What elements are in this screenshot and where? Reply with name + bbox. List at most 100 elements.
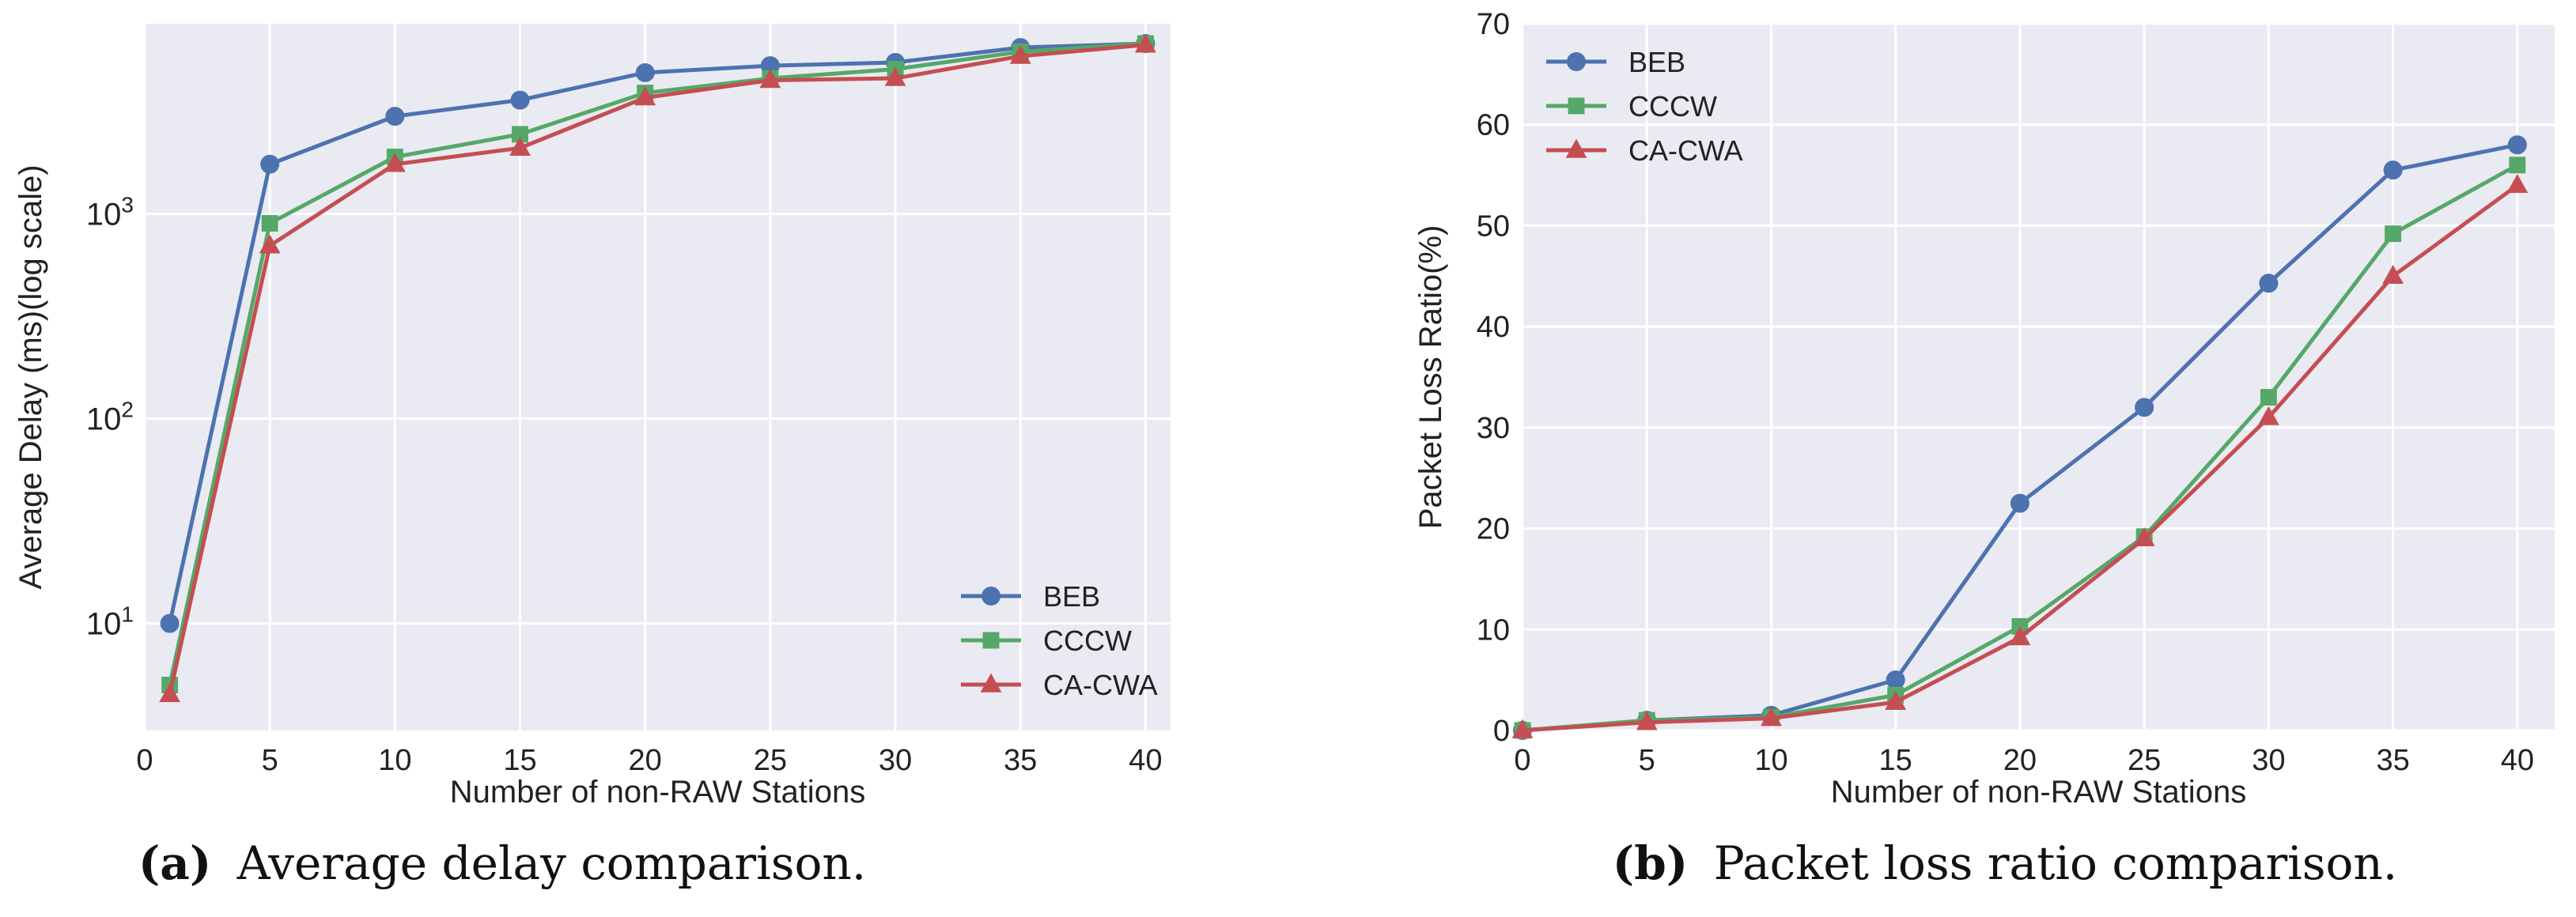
chart-packet-loss: 0 5 10 15 20 25 30 35 40 0 10 20 30 40 50 60 70 Number of… [1413,8,2555,809]
data-point [160,613,180,633]
x-tick-label: 25 [2128,744,2161,777]
x-tick-label: 35 [1004,744,1037,777]
y-tick-label: 40 [1477,311,1510,344]
data-point [1009,44,1031,64]
data-point [384,153,406,172]
data-point [259,234,281,254]
x-tick-label: 10 [1754,744,1787,777]
x-tick-label: 35 [2376,744,2409,777]
y-tick-base: 10 [86,607,122,642]
data-point [2509,157,2526,174]
legend-item-cccw: CCCW [961,625,1132,657]
y-tick-exponent: 1 [121,602,134,627]
legend-item-ca-cwa: CA-CWA [961,669,1158,701]
x-tick-label: 20 [2003,744,2037,777]
y-tick-label: 10 [1477,613,1510,647]
x-tick-label: 5 [1639,744,1655,777]
y-tick-label: 20 [1477,513,1510,546]
legend-label: CA-CWA [1628,134,1743,167]
y-tick-base: 10 [86,402,122,437]
data-point [510,90,530,110]
data-point [1511,719,1534,738]
data-point [1885,690,1907,710]
legend-marker [1565,138,1587,158]
x-tick-label: 30 [879,744,912,777]
data-point [2383,160,2403,180]
legend-label: BEB [1628,46,1685,78]
data-point [2257,406,2279,425]
legend-marker [980,673,1002,692]
legend-item-beb: BEB [961,580,1100,613]
y-tick-label: 0 [1493,715,1510,748]
data-point [1886,670,1905,690]
y-tick-base: 10 [86,198,122,232]
data-point [635,62,655,82]
y-tick-exponent: 3 [121,193,134,217]
x-tick-label: 30 [2252,744,2285,777]
data-point [2133,527,2155,547]
caption-b-label: (b) [1613,836,1688,890]
y-axis-label: Average Delay (ms)(log scale) [13,164,48,589]
data-point [2507,135,2527,155]
caption-b: (b) Packet loss ratio comparison. [1613,836,2397,890]
legend-marker [1568,97,1585,115]
y-axis-label: Packet Loss Ratio(%) [1413,225,1448,530]
x-tick-label: 25 [754,744,787,777]
data-point [2009,626,2031,646]
series-ca-cwa [159,33,1156,703]
x-tick-label: 40 [1129,744,1162,777]
data-point [2385,225,2402,243]
data-point [1761,707,1782,726]
plot-area [145,24,1171,730]
data-point [759,69,781,89]
data-point [159,683,181,703]
y-tick-label: 103 [86,193,134,232]
data-point [1636,711,1658,730]
legend-item-beb: BEB [1546,46,1685,78]
y-tick-label: 102 [86,398,134,437]
x-tick-label: 20 [629,744,662,777]
legend-marker [982,632,1000,649]
data-point [2260,389,2277,406]
x-tick-label: 10 [378,744,411,777]
data-point [260,154,280,174]
legend-label: CA-CWA [1043,669,1158,701]
legend-marker [1567,52,1586,71]
data-point [2010,493,2029,513]
x-axis-label: Number of non-RAW Stations [450,775,865,809]
legend: BEB CCCW CA-CWA [961,580,1158,701]
caption-a-label: (a) [138,836,211,890]
data-point [512,126,528,143]
data-point [509,136,531,156]
data-point [2259,274,2279,293]
data-point [1134,33,1156,53]
data-point [634,86,656,106]
legend-label: CCCW [1628,90,1717,123]
x-tick-label: 40 [2501,744,2534,777]
caption-a-text: Average delay comparison. [236,836,866,890]
y-tick-label: 70 [1477,8,1510,41]
series-ca-cwa [1511,174,2529,738]
legend-marker [982,587,1001,606]
legend-label: BEB [1043,580,1100,613]
y-tick-exponent: 2 [121,398,134,422]
data-point [2382,264,2404,284]
data-point [261,215,278,232]
legend-item-ca-cwa: CA-CWA [1546,134,1743,167]
legend-label: CCCW [1043,625,1132,657]
y-tick-label: 101 [86,602,134,642]
y-tick-label: 30 [1477,412,1510,445]
x-tick-label: 0 [1514,744,1530,777]
x-axis-label: Number of non-RAW Stations [1831,775,2246,809]
x-tick-label: 15 [1879,744,1912,777]
caption-a: (a) Average delay comparison. [138,836,866,890]
y-tick-label: 50 [1477,209,1510,243]
caption-b-text: Packet loss ratio comparison. [1714,836,2398,890]
x-tick-label: 5 [262,744,278,777]
data-point [385,107,405,126]
x-tick-label: 15 [503,744,536,777]
data-point [2135,398,2154,417]
